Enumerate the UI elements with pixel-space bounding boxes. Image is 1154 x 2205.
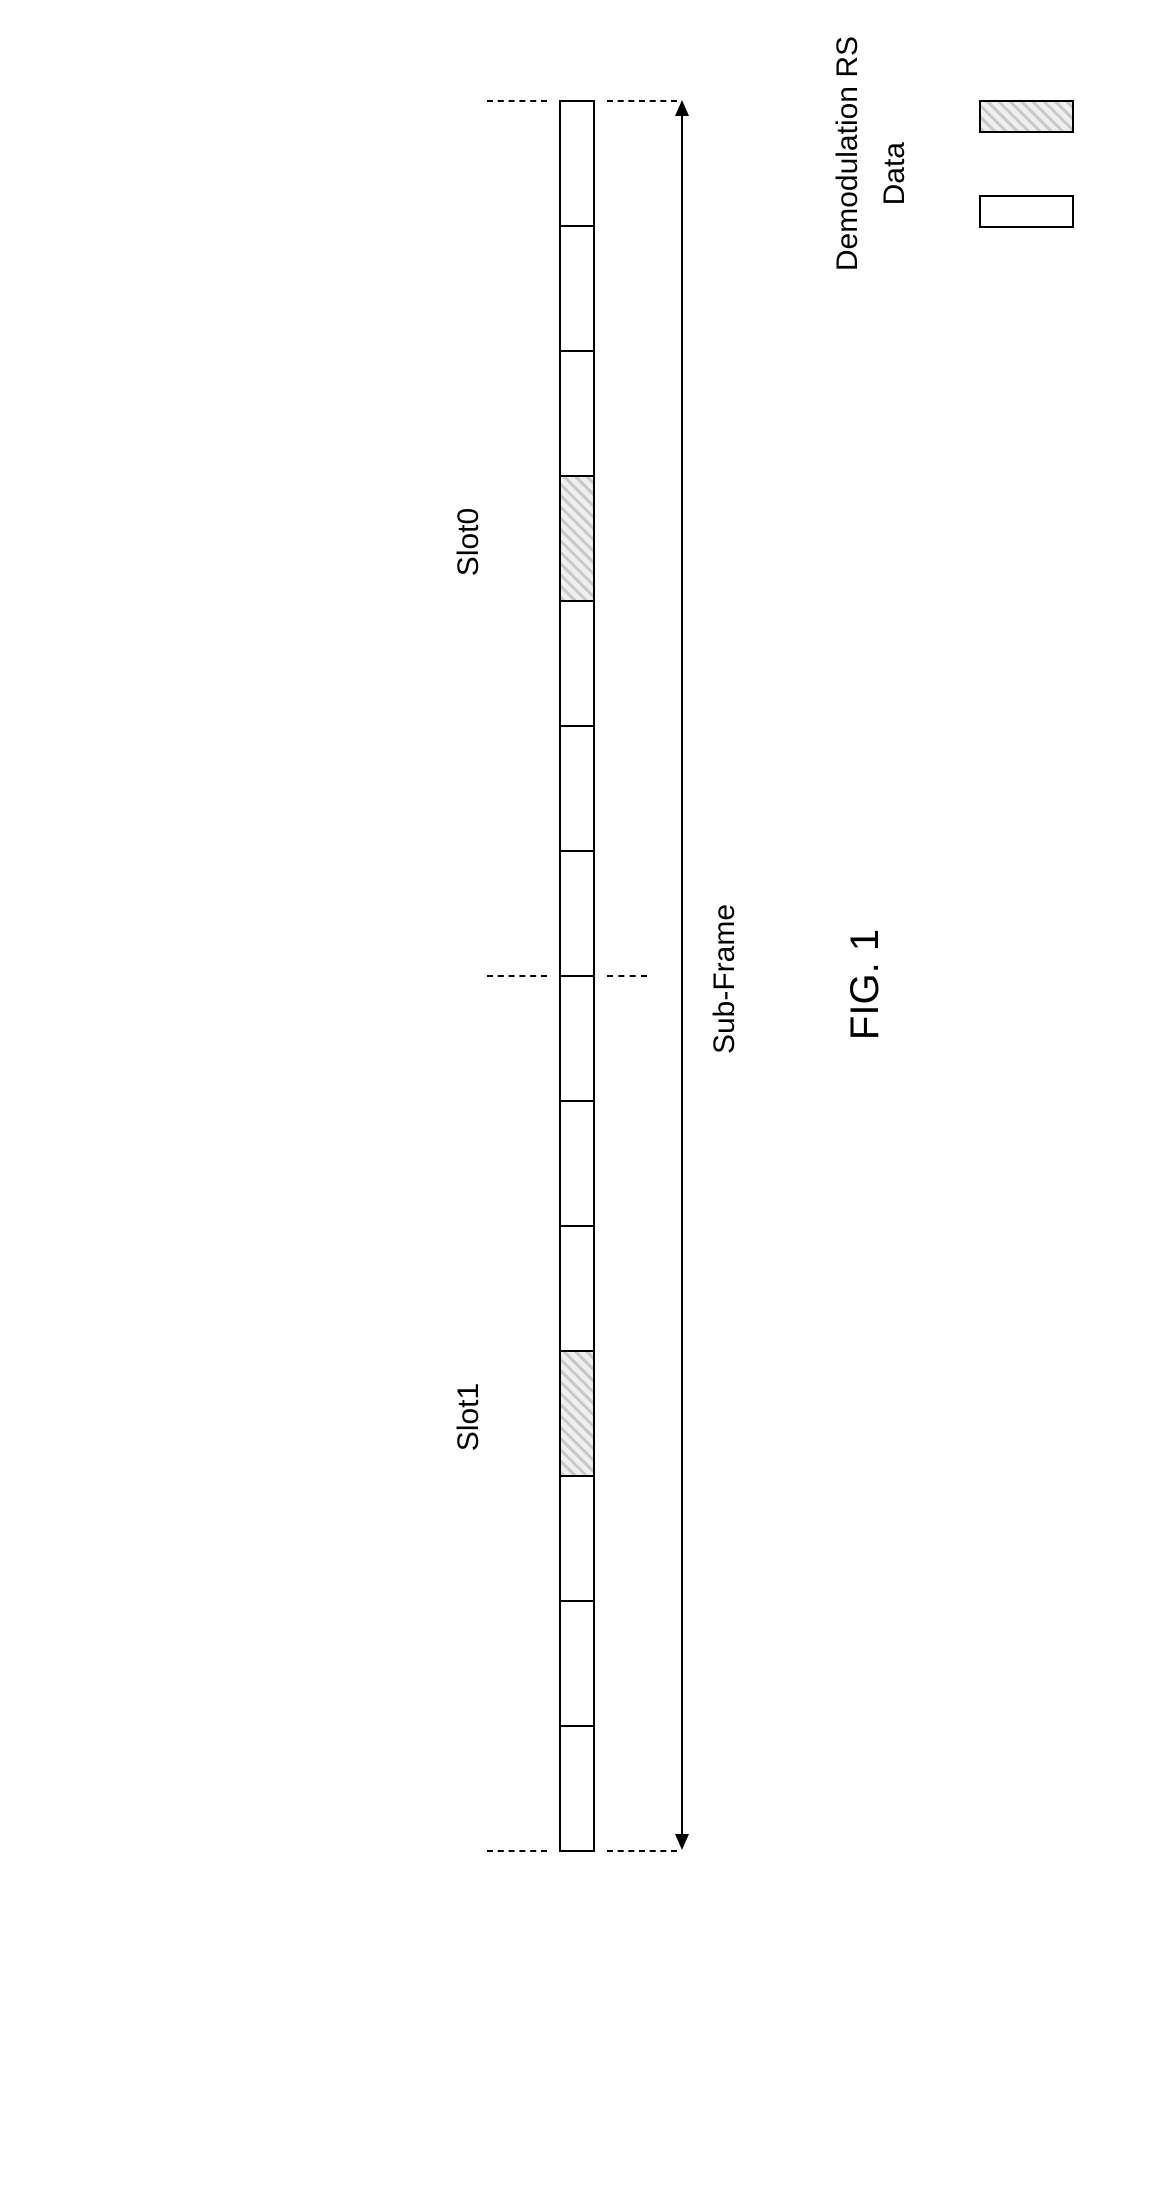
- rs-symbol: [561, 477, 593, 602]
- data-symbol: [561, 852, 593, 977]
- slot0-label: Slot0: [452, 508, 486, 576]
- dashed-top: [487, 100, 547, 102]
- data-symbol: [561, 727, 593, 852]
- dashed-bot-r: [607, 1850, 677, 1852]
- dashed-bot: [487, 1850, 547, 1852]
- legend-swatch-rs: [979, 100, 1074, 133]
- data-symbol: [561, 977, 593, 1102]
- slot1-label: Slot1: [452, 1383, 486, 1451]
- symbol-column: [559, 100, 595, 1852]
- subframe-label: Sub-Frame: [708, 904, 742, 1054]
- arrow-line: [681, 114, 683, 1836]
- legend-swatch-data: [979, 195, 1074, 228]
- data-symbol: [561, 1602, 593, 1727]
- dashed-top-r: [607, 100, 677, 102]
- data-symbol: [561, 602, 593, 727]
- data-symbol: [561, 227, 593, 352]
- figure-wrapper: Demodulation RS Data Slot0 Slot1 Sub-Fra…: [40, 40, 1114, 2165]
- data-symbol: [561, 102, 593, 227]
- legend-label-rs: Demodulation RS: [831, 36, 865, 276]
- arrowhead-down-icon: [675, 1834, 689, 1850]
- data-symbol: [561, 352, 593, 477]
- data-symbol: [561, 1477, 593, 1602]
- figure-label: FIG. 1: [843, 929, 888, 1040]
- legend-label-data: Data: [878, 142, 912, 242]
- data-symbol: [561, 1102, 593, 1227]
- dashed-mid-r: [607, 975, 647, 977]
- dashed-mid: [487, 975, 547, 977]
- rs-symbol: [561, 1352, 593, 1477]
- data-symbol: [561, 1727, 593, 1852]
- data-symbol: [561, 1227, 593, 1352]
- subframe-arrow: [681, 100, 683, 1850]
